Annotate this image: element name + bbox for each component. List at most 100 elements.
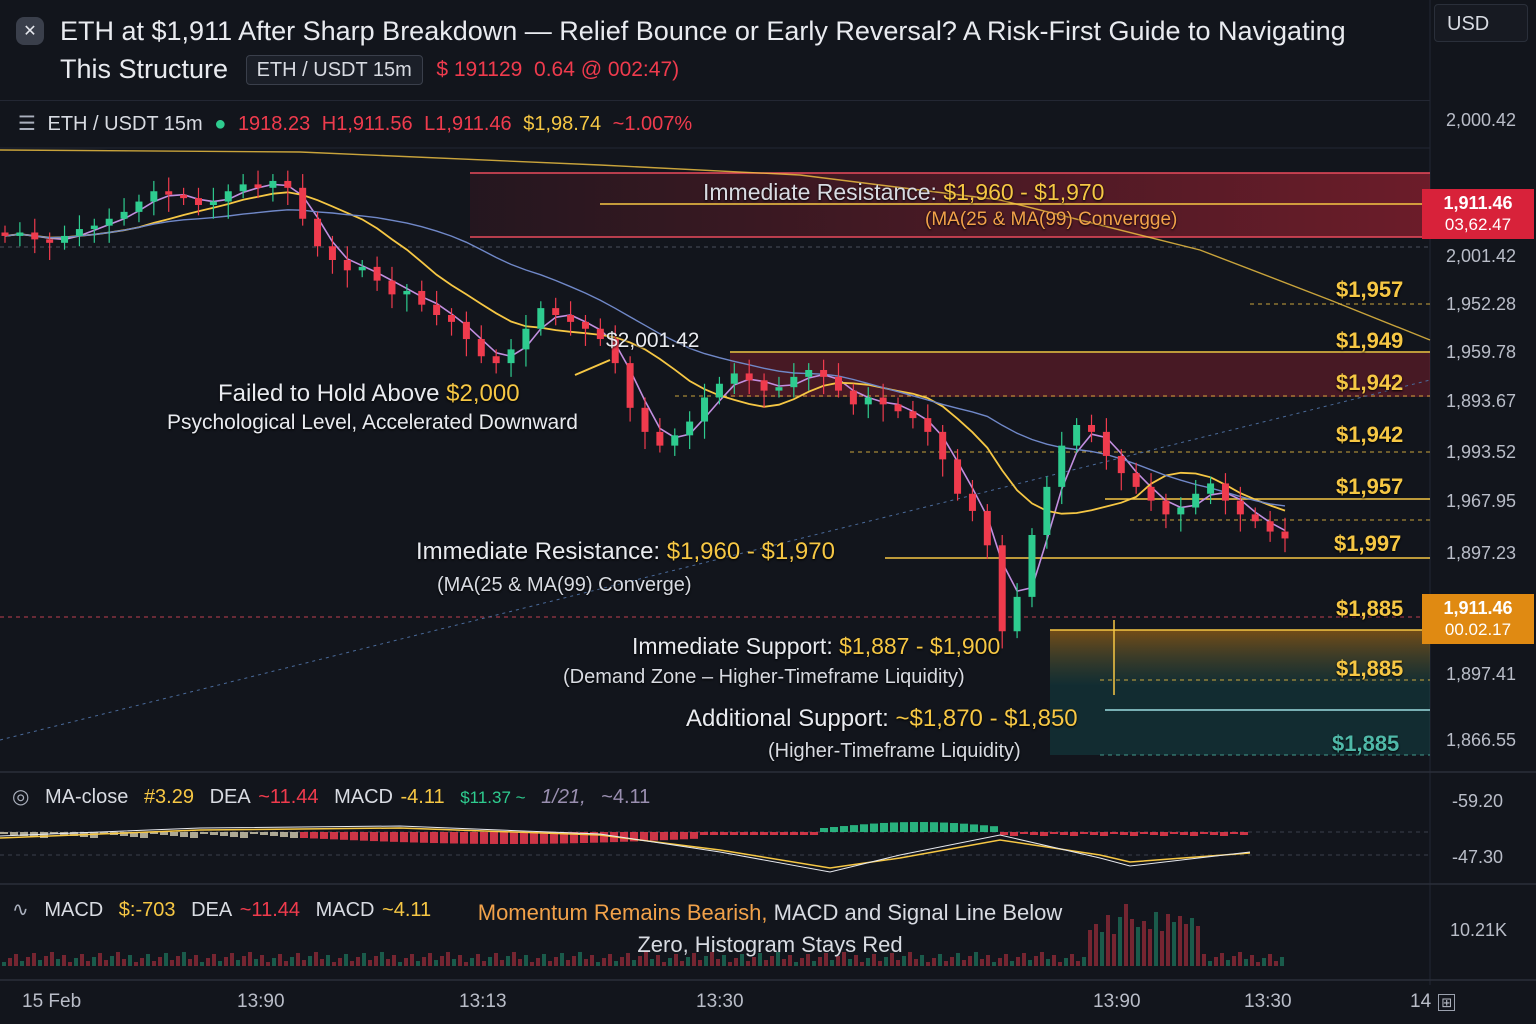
ma-dea-label: DEA: [209, 786, 251, 808]
header-change: 0.64: [534, 58, 575, 81]
target-icon[interactable]: ◎: [12, 786, 30, 808]
candle-body: [328, 246, 336, 260]
candle-body: [448, 315, 456, 322]
macd-hist-bar: [500, 832, 508, 844]
pair-pill[interactable]: ETH / USDT 15m: [245, 55, 423, 85]
resistance-zone-mid: [730, 353, 1430, 397]
volume-bar: [1112, 934, 1116, 966]
volume-panel: [2, 904, 1284, 966]
candle-body: [165, 191, 173, 195]
volume-bar: [422, 957, 426, 966]
volume-bar: [1118, 917, 1122, 966]
volume-bar: [998, 958, 1002, 966]
volume-bar: [404, 958, 408, 966]
volume-bar: [1100, 932, 1104, 966]
volume-bar: [350, 961, 354, 966]
volume-bar: [596, 962, 600, 966]
volume-bar: [68, 962, 72, 966]
volume-bar: [476, 954, 480, 966]
candle-body: [1236, 500, 1244, 515]
macd-hist-bar: [1210, 832, 1218, 835]
macd-hist-bar: [720, 832, 728, 835]
macd-hist-bar: [460, 832, 468, 844]
candle-body: [1162, 500, 1170, 515]
resistance-mid-range: $1,960 - $1,970: [666, 538, 835, 565]
macd-hist-bar: [970, 824, 978, 832]
candle-body: [567, 315, 575, 322]
macd-hist-bar: [760, 832, 768, 835]
volume-bar: [1028, 960, 1032, 966]
level-label: $1,942: [1336, 422, 1404, 447]
wave-icon[interactable]: ∿: [12, 899, 29, 921]
candle-body: [16, 232, 24, 236]
ma-extra2: 1/21,: [541, 786, 586, 808]
volume-bar: [1124, 904, 1128, 966]
volume-bar: [470, 958, 474, 966]
volume-bar: [674, 954, 678, 966]
volume-bar: [716, 959, 720, 966]
volume-bar: [1226, 960, 1230, 966]
macd-hist-bar: [370, 832, 378, 842]
volume-bar: [854, 955, 858, 966]
volume-bar: [1040, 952, 1044, 966]
macd-hist-bar: [1140, 832, 1148, 834]
volume-bar: [116, 952, 120, 966]
volume-bar: [656, 955, 660, 966]
volume-bar: [170, 960, 174, 966]
macd-hist-bar: [140, 832, 148, 838]
volume-bar: [74, 958, 78, 966]
macd-hist-bar: [120, 832, 128, 836]
volume-bar: [536, 958, 540, 966]
close-icon[interactable]: ✕: [16, 17, 44, 45]
macd-hist-bar: [180, 832, 188, 837]
volume-bar: [824, 953, 828, 966]
candle-body: [1266, 521, 1274, 532]
volume-bar: [1148, 929, 1152, 966]
volume-bar: [80, 954, 84, 966]
resistance-mid-sub: (MA(25 & MA(99) Converge): [437, 574, 692, 596]
volume-bar: [50, 952, 54, 966]
currency-button[interactable]: USD: [1434, 4, 1528, 42]
macd-hist-bar: [90, 832, 98, 838]
candle-body: [730, 373, 738, 384]
volume-bar: [494, 953, 498, 966]
volume-bar: [86, 961, 90, 966]
macd-hist-bar: [740, 832, 748, 835]
candle-body: [805, 370, 813, 377]
momentum-note-rest: MACD and Signal Line Below Zero, Histogr…: [637, 900, 1063, 957]
volume-bar: [1208, 961, 1212, 966]
candles: [1, 170, 1289, 649]
candle-body: [1251, 514, 1259, 522]
level-label: $1,942: [1336, 370, 1404, 395]
volume-bar: [134, 962, 138, 966]
volume-bar: [188, 959, 192, 966]
candle-body: [299, 187, 307, 219]
macd-hist-bar: [1040, 832, 1048, 836]
macd-hist-bar: [340, 832, 348, 840]
volume-bar: [1238, 952, 1242, 966]
volume-bar: [62, 955, 66, 966]
calendar-icon[interactable]: ⊞: [1438, 994, 1456, 1011]
menu-icon[interactable]: ☰: [18, 113, 36, 135]
volume-bar: [710, 952, 714, 966]
macd-hist-bar: [1110, 832, 1118, 834]
level-label: $1,957: [1336, 474, 1404, 499]
volume-bar: [944, 961, 948, 966]
candle-body: [611, 339, 619, 364]
volume-bar: [890, 953, 894, 966]
candle-body: [715, 383, 723, 398]
top-price-tag: 1,911.46 03,62.47: [1422, 189, 1534, 239]
ma-title: MA-close: [45, 786, 129, 808]
macd-hist-bar: [820, 828, 828, 832]
volume-bar: [902, 956, 906, 966]
candle-body: [135, 201, 143, 212]
volume-bar: [206, 958, 210, 966]
level-label: $1,949: [1336, 328, 1404, 353]
volume-bar: [602, 958, 606, 966]
price-axis-label: 1,993.52: [1446, 442, 1517, 462]
candle-body: [552, 308, 560, 315]
volume-bar: [698, 960, 702, 966]
volume-bar: [1232, 956, 1236, 966]
macd-hist-bar: [480, 832, 488, 844]
